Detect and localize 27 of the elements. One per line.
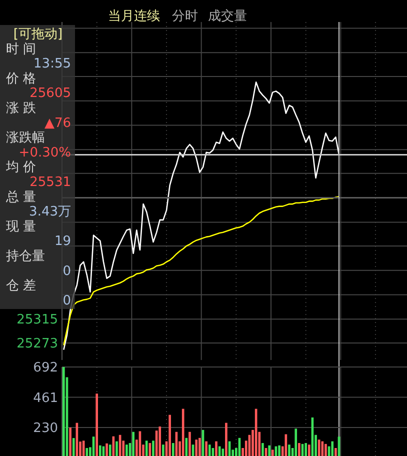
y-tick-label: 25273 [16,336,58,352]
y-tick-label: 692 [33,360,58,376]
text: 涨跌幅 [6,130,45,146]
y-tick-label: 461 [33,390,58,406]
text: 均 价 [5,160,36,176]
text: 持仓量 [6,249,45,264]
annotation: 0 [62,264,71,279]
y-tick-label: 230 [33,421,58,436]
text: 价 格 [5,71,36,86]
text: 时 间 [6,42,36,57]
annotation: 3.43万 [29,204,71,220]
annotation: +0.30% [18,145,71,160]
annotation: 25605 [30,86,71,102]
annotation: 19 [54,234,71,250]
annotation: ▲76 [44,116,71,131]
annotation: 25531 [30,175,71,190]
annotation: 分时 [172,9,198,24]
chart-title: 当月连续 [108,9,160,24]
annotation: 13:55 [34,56,71,72]
annotation: 成交量 [208,8,247,24]
y-tick-label: 25315 [16,312,58,328]
text: 总 量 [5,190,36,205]
text: 涨 跌 [6,101,36,116]
annotation: [可拖动] [13,27,63,42]
text: 现 量 [6,219,36,234]
text: 仓 差 [6,278,36,294]
annotation: 0 [62,293,71,308]
